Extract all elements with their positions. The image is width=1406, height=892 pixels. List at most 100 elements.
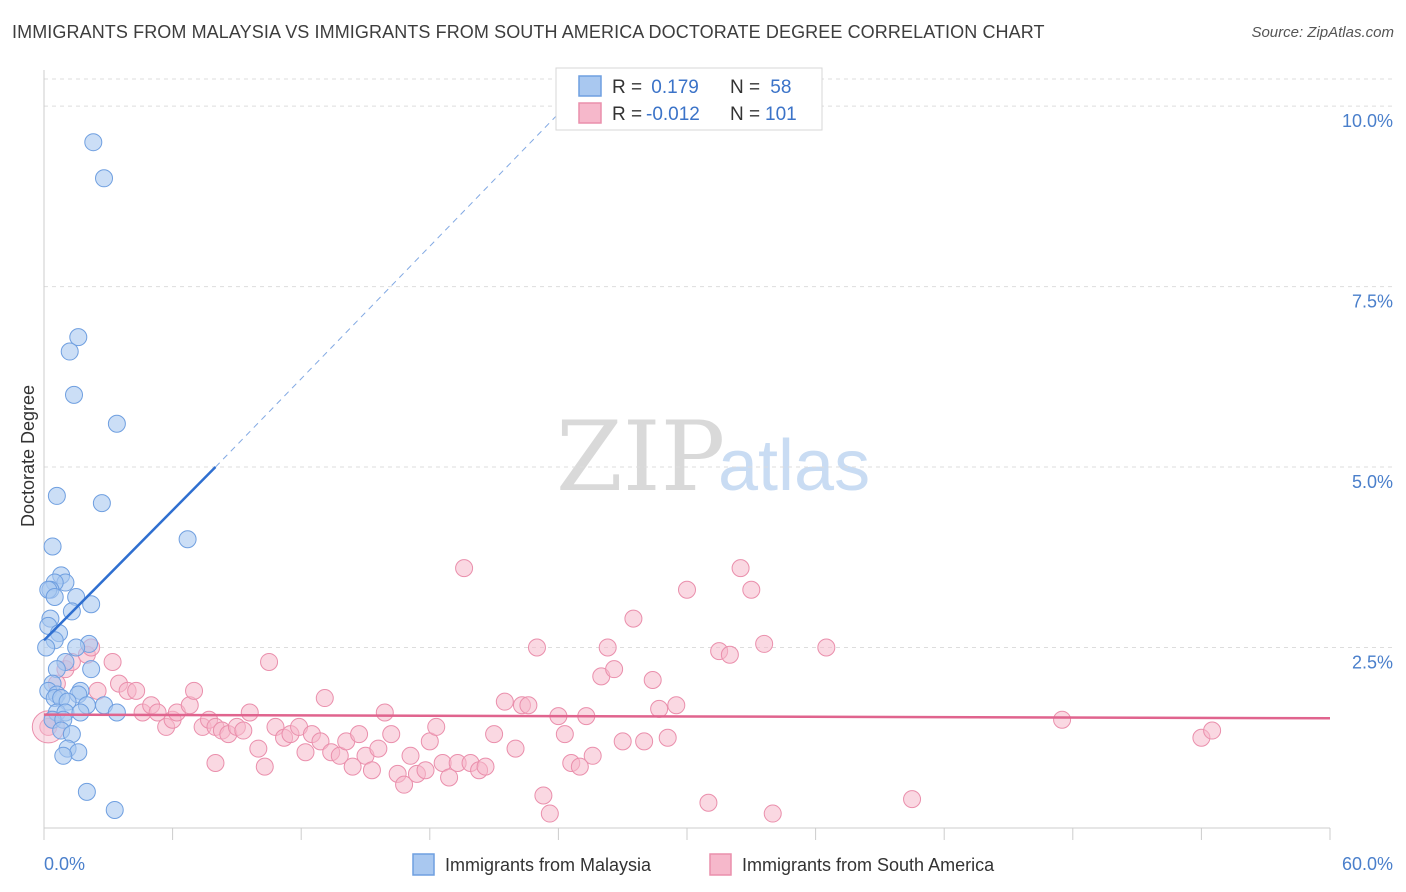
trend-lines [43, 91, 1331, 720]
point-south-america [598, 638, 617, 657]
point-malaysia [107, 703, 126, 722]
legend-label-south-america: Immigrants from South America [742, 855, 995, 875]
point-south-america [763, 804, 782, 823]
y-tick-label: 7.5% [1352, 292, 1393, 312]
series-malaysia-points [37, 133, 197, 819]
point-south-america [613, 732, 632, 751]
point-south-america [416, 761, 435, 780]
grid [44, 78, 1392, 649]
point-south-america [583, 746, 602, 765]
point-south-america [519, 696, 538, 715]
point-malaysia [178, 530, 197, 549]
stats-n-label-1: N = [730, 77, 760, 98]
point-south-america [755, 634, 774, 653]
point-malaysia [77, 782, 96, 801]
legend: Immigrants from Malaysia Immigrants from… [412, 853, 995, 876]
point-south-america [555, 725, 574, 744]
point-south-america [382, 725, 401, 744]
point-south-america [455, 559, 474, 578]
point-south-america [296, 743, 315, 762]
point-south-america [534, 786, 553, 805]
point-south-america [185, 681, 204, 700]
point-south-america [427, 717, 446, 736]
point-south-america [643, 671, 662, 690]
point-malaysia [82, 595, 101, 614]
legend-swatch-south-america [709, 853, 732, 876]
y-axis-label: Doctorate Degree [18, 385, 38, 527]
y-tick-label: 5.0% [1352, 472, 1393, 492]
point-south-america [650, 699, 669, 718]
trend-malaysia-extension [215, 91, 581, 468]
point-south-america [249, 739, 268, 758]
point-south-america [206, 754, 225, 773]
stats-box: R = 0.179 N = 58 R = -0.012 N = 101 [555, 67, 823, 131]
point-south-america [1053, 710, 1072, 729]
point-south-america [605, 660, 624, 679]
point-south-america [667, 696, 686, 715]
stats-r-label-2: R = [612, 104, 642, 125]
chart-title: IMMIGRANTS FROM MALAYSIA VS IMMIGRANTS F… [12, 22, 1045, 42]
point-south-america [343, 757, 362, 776]
stats-n-value-2: 101 [765, 104, 797, 125]
point-south-america [476, 757, 495, 776]
source-label: Source: ZipAtlas.com [1251, 24, 1394, 41]
watermark-atlas: atlas [718, 426, 870, 506]
point-malaysia [92, 494, 111, 513]
stats-swatch-pink [578, 102, 602, 124]
point-south-america [255, 757, 274, 776]
point-malaysia [37, 638, 56, 657]
point-south-america [658, 728, 677, 747]
stats-r-label-1: R = [612, 77, 642, 98]
point-south-america [440, 768, 459, 787]
point-malaysia [82, 660, 101, 679]
point-malaysia [84, 133, 103, 152]
legend-swatch-malaysia [412, 853, 435, 876]
point-south-america [817, 638, 836, 657]
stats-n-label-2: N = [730, 104, 760, 125]
point-malaysia [95, 169, 114, 188]
x-tick-label-min: 0.0% [44, 854, 85, 874]
point-south-america [127, 681, 146, 700]
point-south-america [485, 725, 504, 744]
point-malaysia [60, 342, 79, 361]
trend-south-america [43, 713, 1331, 720]
point-south-america [624, 609, 643, 628]
y-tick-label: 2.5% [1352, 653, 1393, 673]
point-south-america [369, 739, 388, 758]
point-south-america [540, 804, 559, 823]
legend-label-malaysia: Immigrants from Malaysia [445, 855, 652, 875]
point-south-america [720, 645, 739, 664]
point-malaysia [71, 703, 90, 722]
point-south-america [903, 790, 922, 809]
point-south-america [506, 739, 525, 758]
point-malaysia [54, 746, 73, 765]
point-malaysia [67, 638, 86, 657]
series-south-america-points [31, 559, 1222, 823]
point-south-america [315, 689, 334, 708]
point-malaysia [69, 743, 88, 762]
point-south-america [395, 775, 414, 794]
point-south-america [527, 638, 546, 657]
point-south-america [678, 580, 696, 599]
point-south-america [635, 732, 654, 751]
point-south-america [311, 732, 330, 751]
point-south-america [103, 652, 122, 671]
point-malaysia [43, 537, 62, 556]
point-malaysia [45, 587, 64, 606]
point-south-america [570, 757, 589, 776]
point-south-america [350, 725, 369, 744]
point-south-america [742, 580, 761, 599]
stats-n-value-1: 58 [765, 77, 791, 98]
x-tick-label-max: 60.0% [1342, 854, 1393, 874]
point-south-america [401, 746, 420, 765]
point-south-america [260, 652, 279, 671]
point-south-america [1203, 721, 1222, 740]
point-south-america [362, 761, 381, 780]
point-malaysia [47, 486, 66, 505]
y-tick-label: 10.0% [1342, 111, 1393, 131]
stats-swatch-blue [578, 75, 602, 97]
point-south-america [731, 559, 750, 578]
point-south-america [234, 721, 253, 740]
point-malaysia [65, 385, 84, 404]
